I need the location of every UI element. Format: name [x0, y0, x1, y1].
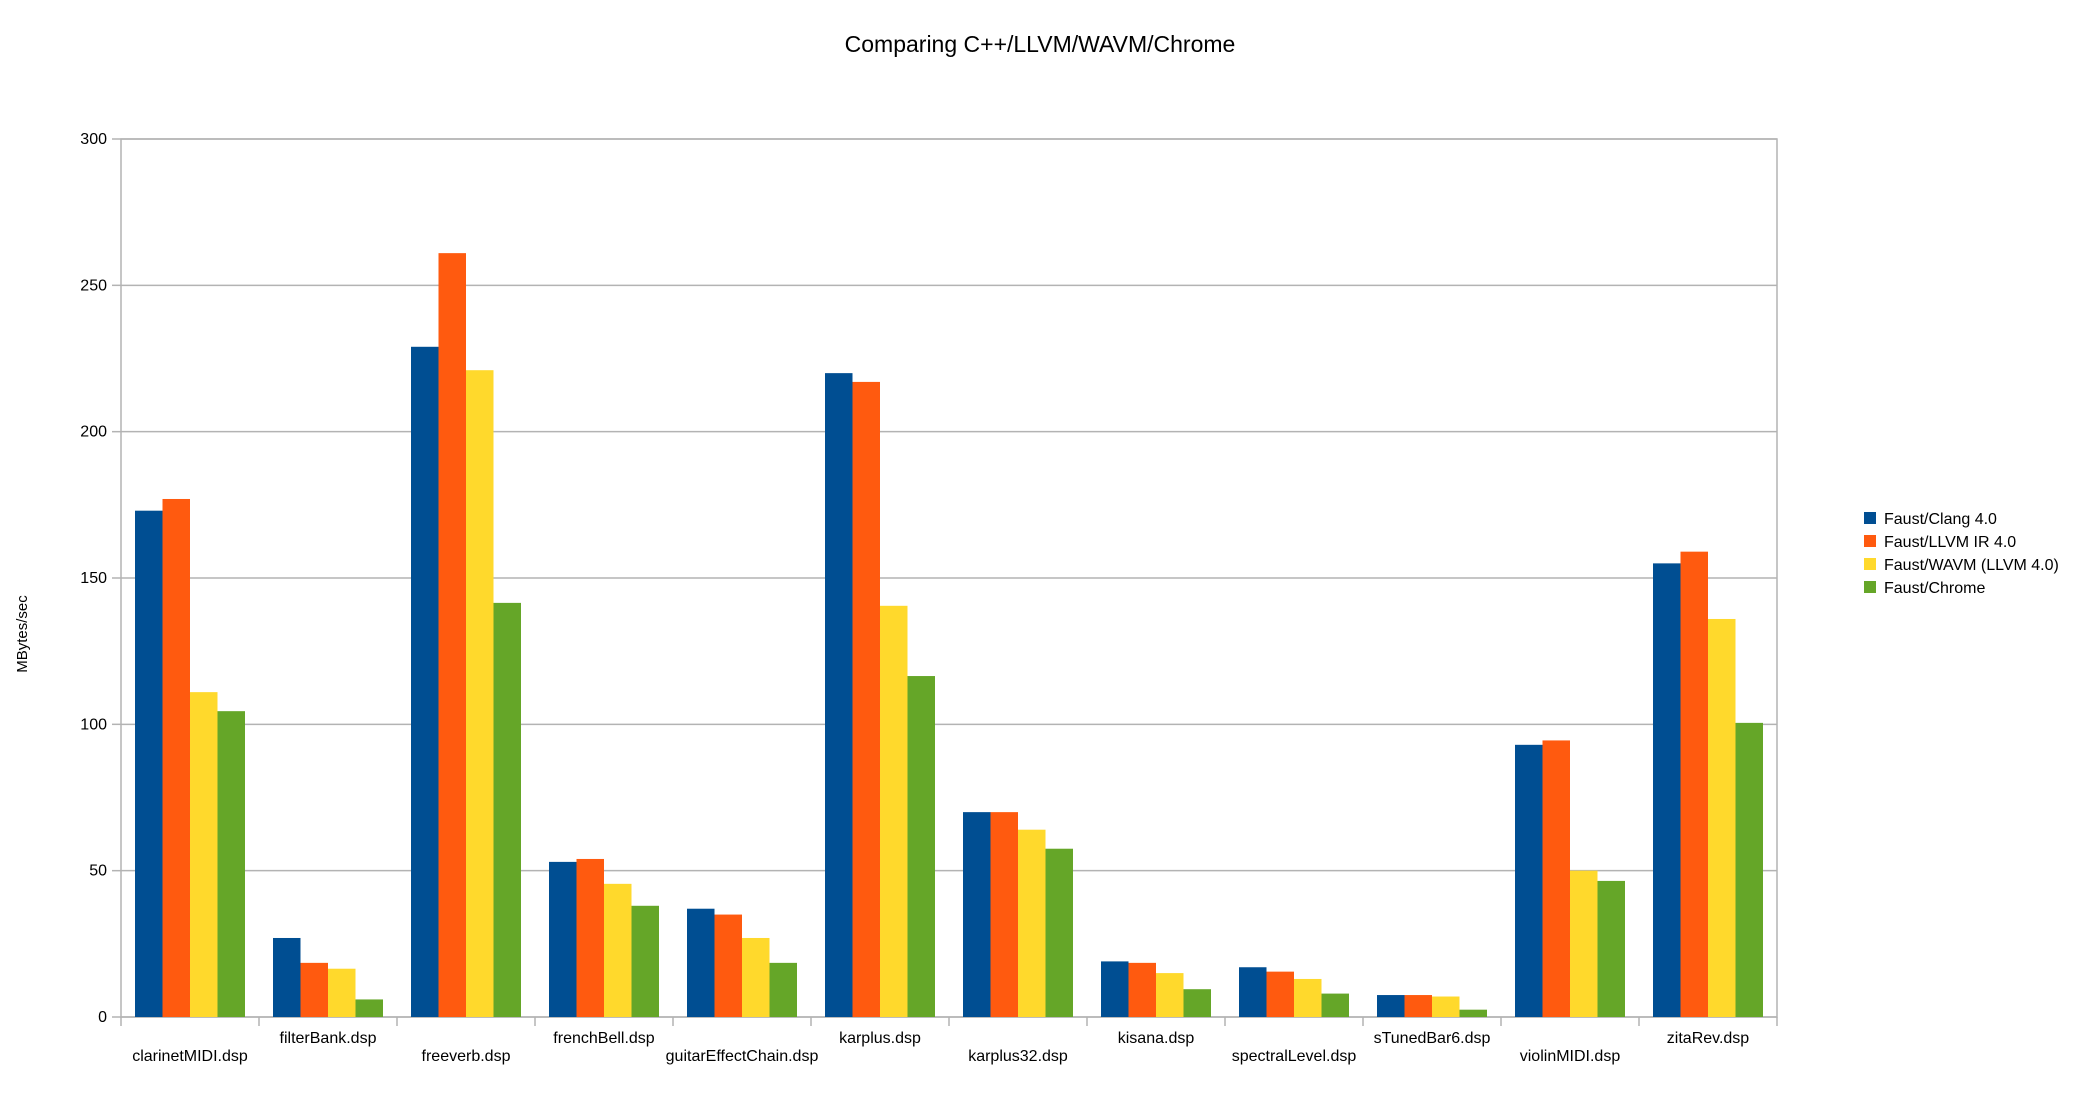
x-category-label: violinMIDI.dsp [1520, 1048, 1621, 1065]
bar-karplus-dsp-series-4 [907, 676, 935, 1017]
bar-zitaRev-dsp-series-2 [1680, 551, 1708, 1017]
y-tick-label: 150 [80, 570, 107, 587]
bar-spectralLevel-dsp-series-3 [1294, 978, 1322, 1017]
x-category-label: spectralLevel.dsp [1232, 1048, 1357, 1065]
x-category-label: karplus.dsp [839, 1030, 921, 1047]
bar-clarinetMIDI-dsp-series-4 [217, 711, 245, 1017]
bar-clarinetMIDI-dsp-series-3 [190, 692, 218, 1017]
bar-freeverb-dsp-series-4 [493, 602, 521, 1017]
bar-sTunedBar6-dsp-series-4 [1459, 1009, 1487, 1017]
y-axis-title: MBytes/sec [14, 595, 31, 673]
bar-karplus-dsp-series-3 [880, 605, 908, 1017]
legend-swatch [1864, 512, 1876, 524]
bar-clarinetMIDI-dsp-series-1 [135, 510, 163, 1017]
bar-frenchBell-dsp-series-4 [631, 905, 659, 1017]
legend-label: Faust/Clang 4.0 [1884, 511, 1997, 528]
bar-filterBank-dsp-series-4 [355, 999, 383, 1017]
bar-guitarEffectChain-dsp-series-3 [742, 937, 770, 1017]
y-tick-label: 50 [89, 863, 107, 880]
y-tick-label: 0 [98, 1009, 107, 1026]
legend-swatch [1864, 535, 1876, 547]
bar-karplus32-dsp-series-1 [963, 812, 991, 1017]
bar-freeverb-dsp-series-1 [411, 346, 439, 1017]
x-category-label: freeverb.dsp [422, 1048, 511, 1065]
bar-violinMIDI-dsp-series-1 [1515, 744, 1543, 1017]
bar-kisana-dsp-series-3 [1156, 973, 1184, 1017]
bar-zitaRev-dsp-series-4 [1735, 722, 1763, 1017]
legend-label: Faust/LLVM IR 4.0 [1884, 534, 2016, 551]
y-tick-label: 300 [80, 131, 107, 148]
bar-guitarEffectChain-dsp-series-2 [714, 914, 742, 1017]
bar-karplus32-dsp-series-2 [990, 812, 1018, 1017]
bar-kisana-dsp-series-2 [1128, 962, 1156, 1017]
bar-freeverb-dsp-series-2 [438, 253, 466, 1017]
legend-label: Faust/WAVM (LLVM 4.0) [1884, 557, 2059, 574]
bar-clarinetMIDI-dsp-series-2 [162, 498, 190, 1018]
bar-zitaRev-dsp-series-3 [1708, 618, 1736, 1017]
x-category-label: guitarEffectChain.dsp [666, 1048, 819, 1065]
chart-title: Comparing C++/LLVM/WAVM/Chrome [845, 31, 1236, 57]
bar-filterBank-dsp-series-2 [300, 962, 328, 1017]
x-category-label: kisana.dsp [1118, 1030, 1195, 1047]
bar-spectralLevel-dsp-series-1 [1239, 967, 1267, 1017]
bar-kisana-dsp-series-4 [1183, 989, 1211, 1017]
bar-frenchBell-dsp-series-2 [576, 858, 604, 1017]
x-category-label: karplus32.dsp [968, 1048, 1068, 1065]
bar-violinMIDI-dsp-series-3 [1570, 870, 1598, 1017]
bar-violinMIDI-dsp-series-4 [1597, 880, 1625, 1017]
y-tick-label: 100 [80, 716, 107, 733]
bar-filterBank-dsp-series-1 [273, 937, 301, 1017]
bar-sTunedBar6-dsp-series-3 [1432, 996, 1460, 1017]
legend-swatch [1864, 581, 1876, 593]
bar-spectralLevel-dsp-series-4 [1321, 993, 1349, 1017]
bar-karplus-dsp-series-1 [825, 373, 853, 1018]
legend-label: Faust/Chrome [1884, 580, 1985, 597]
x-category-label: sTunedBar6.dsp [1374, 1030, 1491, 1047]
bar-karplus32-dsp-series-3 [1018, 829, 1046, 1017]
bar-spectralLevel-dsp-series-2 [1266, 971, 1294, 1017]
bar-freeverb-dsp-series-3 [466, 370, 494, 1017]
x-category-label: filterBank.dsp [280, 1030, 377, 1047]
legend-swatch [1864, 558, 1876, 570]
bar-kisana-dsp-series-1 [1101, 961, 1129, 1017]
bar-karplus32-dsp-series-4 [1045, 848, 1073, 1017]
x-category-label: clarinetMIDI.dsp [132, 1048, 248, 1065]
bar-violinMIDI-dsp-series-2 [1542, 740, 1570, 1017]
bar-frenchBell-dsp-series-1 [549, 861, 577, 1017]
bar-guitarEffectChain-dsp-series-4 [769, 962, 797, 1017]
axes: 0 50 100 150 200 250 300 clarinetMIDI.dsp filter… [80, 131, 1778, 1065]
x-category-label: frenchBell.dsp [553, 1030, 654, 1047]
bar-sTunedBar6-dsp-series-1 [1377, 995, 1405, 1017]
y-tick-label: 200 [80, 424, 107, 441]
bar-karplus-dsp-series-2 [852, 381, 880, 1017]
x-category-label: zitaRev.dsp [1667, 1030, 1750, 1047]
bar-guitarEffectChain-dsp-series-1 [687, 908, 715, 1017]
bar-sTunedBar6-dsp-series-2 [1404, 995, 1432, 1017]
legend: Faust/Clang 4.0 Faust/LLVM IR 4.0 Faust/WA… [1864, 511, 2059, 597]
bars [135, 253, 1763, 1018]
y-tick-label: 250 [80, 277, 107, 294]
bar-frenchBell-dsp-series-3 [604, 883, 632, 1017]
bar-zitaRev-dsp-series-1 [1653, 563, 1681, 1017]
bar-filterBank-dsp-series-3 [328, 968, 356, 1017]
